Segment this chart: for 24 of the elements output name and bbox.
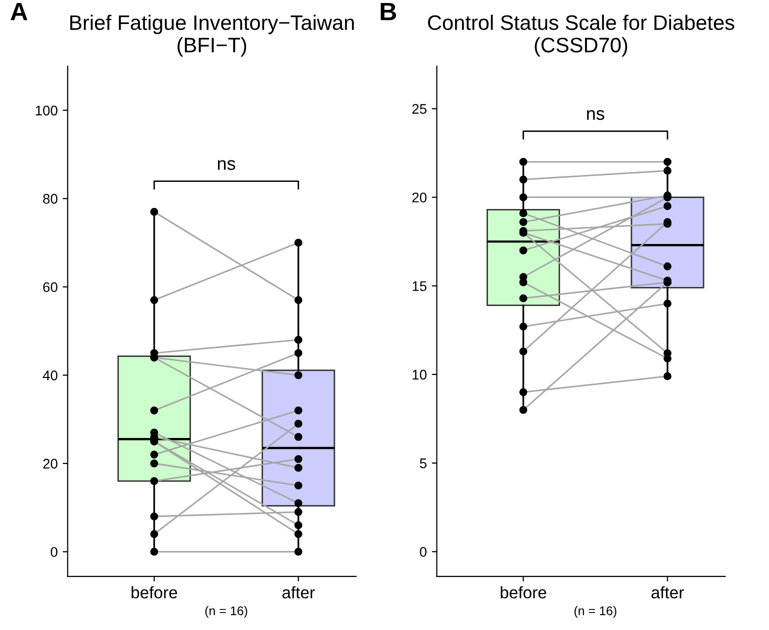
text: B [380,2,396,20]
chart-title: Control Status Scale for Diabetes (CSSD70) [428,14,734,57]
y-tick-label: 5 [420,458,426,468]
text: (n = 16) [574,606,616,618]
y-tick-label: 10 [412,370,427,380]
y-tick-label: 40 [42,370,58,380]
y-tick-label: 25 [412,104,426,114]
annotation: ns [218,160,236,170]
y-tick-label: 15 [412,281,426,292]
annotation: ns [587,110,604,120]
x-tick-label: before [132,586,178,598]
y-tick-label: 0 [50,547,58,557]
x-tick-label: after [652,586,684,598]
y-tick-label: 100 [36,106,58,116]
y-tick-label: 60 [43,282,58,292]
y-tick-label: 20 [43,458,58,469]
text: A [10,2,28,20]
x-tick-label: before [500,586,546,598]
y-tick-label: 0 [420,546,427,557]
text: (n = 16) [205,606,248,618]
y-tick-label: 20 [412,192,427,202]
y-tick-label: 80 [43,194,58,204]
chart-title: Brief Fatigue Inventory−Taiwan (BFI−T) [70,14,354,57]
x-tick-label: after [282,586,315,598]
